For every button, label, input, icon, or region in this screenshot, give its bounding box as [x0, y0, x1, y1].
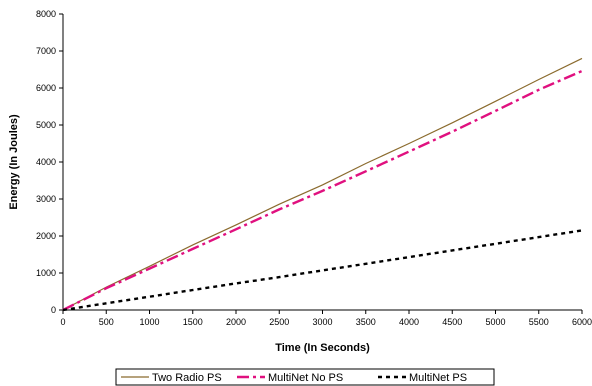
series-line-multinet-no-ps [62, 69, 583, 312]
y-axis-ticks: 0 1000 2000 3000 4000 5000 6000 7000 8000 [36, 9, 63, 315]
legend: Two Radio PS MultiNet No PS MultiNet PS [115, 368, 495, 386]
x-tick-label: 5500 [529, 317, 549, 327]
y-tick-label: 7000 [36, 46, 56, 56]
x-axis-ticks: 0 500 1000 1500 2000 2500 3000 3500 4000 4500 5000… [60, 310, 592, 327]
x-axis-title: Time (In Seconds) [275, 342, 370, 354]
legend-item-two-radio-ps: Two Radio PS [121, 372, 222, 384]
legend-item-multinet-ps: MultiNet PS [378, 372, 467, 384]
x-tick-label: 500 [99, 317, 114, 327]
y-tick-label: 5000 [36, 120, 56, 130]
series-layer [62, 57, 583, 312]
legend-item-multinet-no-ps: MultiNet No PS [237, 372, 343, 384]
y-tick-label: 4000 [36, 157, 56, 167]
y-tick-label: 3000 [36, 194, 56, 204]
y-tick-label: 1000 [36, 268, 56, 278]
x-tick-label: 3500 [356, 317, 376, 327]
x-tick-label: 5000 [485, 317, 505, 327]
legend-label: MultiNet No PS [268, 372, 343, 384]
x-tick-label: 2500 [269, 317, 289, 327]
y-tick-label: 2000 [36, 231, 56, 241]
plot-area: 0 500 1000 1500 2000 2500 3000 3500 4000 4500 5000… [36, 9, 592, 327]
x-tick-label: 1500 [183, 317, 203, 327]
x-tick-label: 4000 [399, 317, 419, 327]
x-tick-label: 2000 [226, 317, 246, 327]
x-tick-label: 6000 [572, 317, 592, 327]
y-axis-title: Energy (In Joules) [8, 114, 20, 210]
y-tick-label: 0 [51, 305, 56, 315]
y-tick-label: 8000 [36, 9, 56, 19]
y-tick-label: 6000 [36, 83, 56, 93]
x-tick-label: 3000 [312, 317, 332, 327]
legend-label: Two Radio PS [152, 372, 222, 384]
x-tick-label: 0 [60, 317, 65, 327]
legend-label: MultiNet PS [409, 372, 467, 384]
legend-box [115, 368, 495, 386]
x-tick-label: 4500 [442, 317, 462, 327]
series-line-two-radio-ps [62, 57, 583, 311]
x-tick-label: 1000 [139, 317, 159, 327]
